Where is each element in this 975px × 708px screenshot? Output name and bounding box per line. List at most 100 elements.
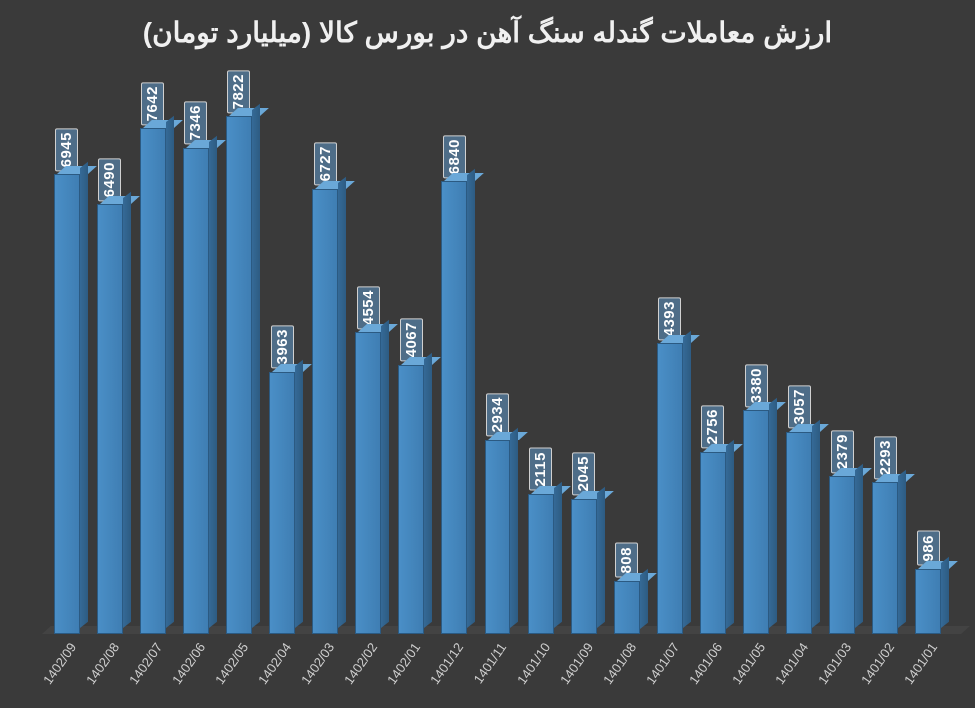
x-label-slot: 1402/09 [48, 634, 85, 704]
bar-slot: 3057 [781, 71, 818, 634]
bar [269, 372, 295, 634]
bar-side [295, 359, 303, 628]
x-axis-label: 1401/03 [815, 640, 854, 687]
bar-slot: 2934 [479, 71, 516, 634]
bar-side [726, 439, 734, 628]
chart-title: ارزش معاملات گندله سنگ آهن در بورس کالا … [12, 16, 963, 49]
bar-slot: 3380 [738, 71, 775, 634]
x-label-slot: 1401/12 [436, 634, 473, 704]
x-axis-label: 1401/04 [772, 640, 811, 687]
data-label: 2756 [701, 405, 724, 448]
bar [97, 204, 123, 634]
data-label: 4554 [357, 286, 380, 329]
bar-side [209, 135, 217, 628]
bar-front [398, 365, 424, 634]
bar-slot: 2756 [694, 71, 731, 634]
x-axis-label: 1401/11 [471, 640, 510, 686]
x-label-slot: 1401/10 [522, 634, 559, 704]
bar [441, 181, 467, 634]
bar-slot: 4067 [393, 71, 430, 634]
bar [657, 343, 683, 634]
x-label-slot: 1401/08 [608, 634, 645, 704]
x-axis-label: 1401/01 [901, 640, 940, 687]
bar [700, 452, 726, 635]
bar [528, 494, 554, 634]
data-label: 7346 [184, 101, 207, 144]
bar-side [554, 482, 562, 628]
bar [312, 189, 338, 634]
bar-slot: 7822 [220, 71, 257, 634]
x-label-slot: 1402/03 [307, 634, 344, 704]
bar-slot: 808 [608, 71, 645, 634]
bar-slot: 2045 [565, 71, 602, 634]
bar-slot: 6840 [436, 71, 473, 634]
bar-slot: 6490 [91, 71, 128, 634]
data-label: 7822 [227, 70, 250, 113]
bar-slot: 6945 [48, 71, 85, 634]
data-label: 6490 [98, 158, 121, 201]
data-label: 4393 [658, 297, 681, 340]
x-label-slot: 1401/05 [738, 634, 775, 704]
x-label-slot: 1401/03 [824, 634, 861, 704]
data-label: 2115 [529, 448, 552, 491]
x-label-slot: 1401/02 [867, 634, 904, 704]
data-label: 6945 [55, 128, 78, 171]
bar-side [80, 162, 88, 628]
x-axis-label: 1402/07 [126, 640, 165, 687]
x-axis-label: 1401/02 [858, 640, 897, 687]
bar-front [183, 148, 209, 634]
bar-side [123, 192, 131, 628]
bar-side [252, 104, 260, 628]
x-axis-label: 1402/08 [83, 640, 122, 687]
bar [786, 432, 812, 634]
bar-side [467, 169, 475, 628]
bar-front [786, 432, 812, 634]
bar-front [140, 128, 166, 634]
data-label: 2934 [486, 393, 509, 436]
data-label: 4067 [400, 318, 423, 361]
bar-front [614, 581, 640, 635]
x-axis-label: 1402/09 [40, 640, 79, 687]
x-label-slot: 1401/06 [694, 634, 731, 704]
bar [485, 440, 511, 634]
x-axis-label: 1401/10 [514, 640, 553, 687]
bar [571, 499, 597, 634]
bar-side [769, 398, 777, 628]
x-axis-label: 1402/04 [255, 640, 294, 687]
x-label-slot: 1402/05 [220, 634, 257, 704]
bar [398, 365, 424, 634]
bar-front [528, 494, 554, 634]
bar-side [898, 470, 906, 628]
data-label: 3963 [271, 325, 294, 368]
x-label-slot: 1402/06 [177, 634, 214, 704]
x-axis-label: 1401/07 [643, 640, 682, 687]
x-label-slot: 1402/02 [350, 634, 387, 704]
x-label-slot: 1401/07 [651, 634, 688, 704]
x-label-slot: 1401/11 [479, 634, 516, 704]
data-label: 2045 [572, 452, 595, 495]
bar-front [441, 181, 467, 634]
bar [614, 581, 640, 635]
x-label-slot: 1401/04 [781, 634, 818, 704]
bar-front [485, 440, 511, 634]
x-label-slot: 1402/04 [263, 634, 300, 704]
data-label: 6727 [314, 142, 337, 185]
bar-slot: 2115 [522, 71, 559, 634]
bar-front [872, 482, 898, 634]
bar-slot: 2293 [867, 71, 904, 634]
bar [355, 332, 381, 634]
bar-front [226, 116, 252, 634]
data-label: 6840 [443, 135, 466, 178]
bars-container: 6945 6490 7642 7346 7822 3963 6727 4554 4067 6840… [42, 71, 953, 634]
x-axis-label: 1401/06 [686, 640, 725, 687]
bar-front [355, 332, 381, 634]
x-axis-label: 1401/12 [427, 640, 466, 687]
chart-frame: ارزش معاملات گندله سنگ آهن در بورس کالا … [0, 0, 975, 708]
bar-slot: 7642 [134, 71, 171, 634]
bar-side [424, 352, 432, 628]
bar-slot: 2379 [824, 71, 861, 634]
bar-side [510, 427, 518, 628]
bar-slot: 3963 [263, 71, 300, 634]
x-axis-label: 1402/01 [384, 640, 423, 687]
bar [183, 148, 209, 634]
